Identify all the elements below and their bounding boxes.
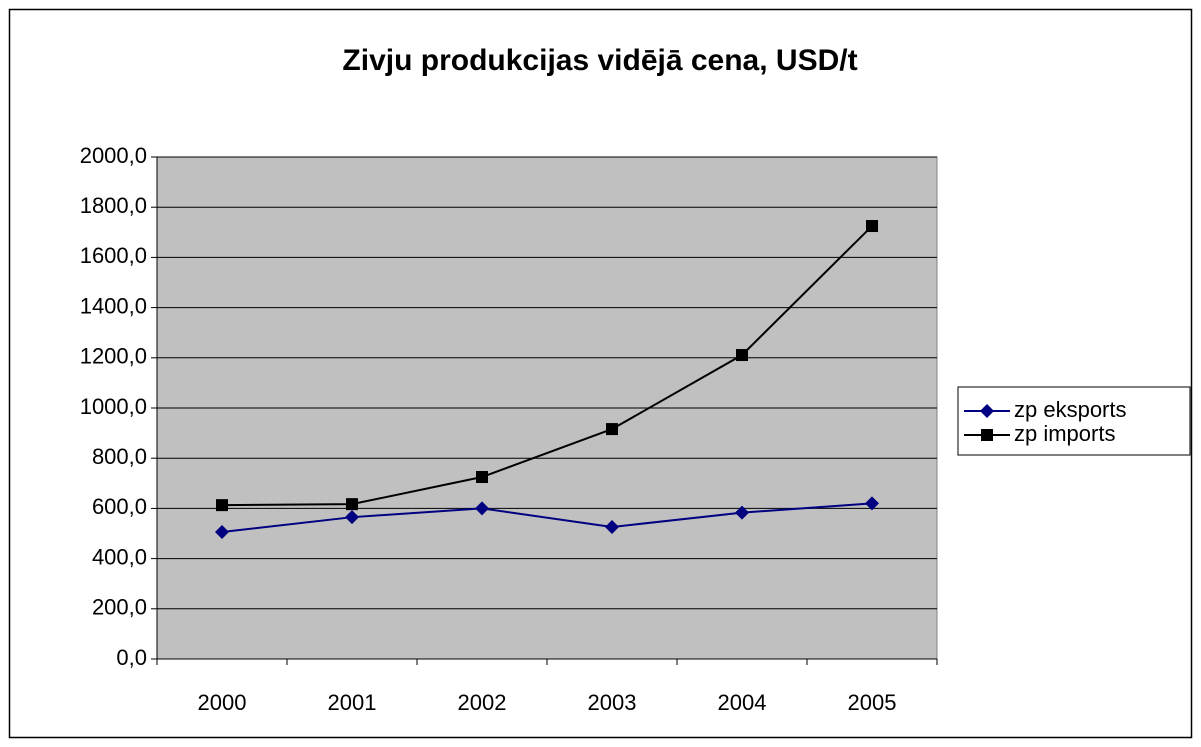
- x-tick-label: 2003: [588, 690, 637, 715]
- marker: [345, 510, 359, 525]
- marker: [981, 429, 993, 441]
- x-tick-label: 2005: [848, 690, 897, 715]
- marker: [476, 471, 488, 484]
- y-tick-label: 1000,0: [80, 394, 147, 419]
- y-tick-label: 2000,0: [80, 143, 147, 168]
- marker: [736, 349, 748, 362]
- legend-label: zp imports: [1014, 421, 1115, 446]
- y-tick-label: 800,0: [92, 444, 147, 469]
- legend-label: zp eksports: [1014, 397, 1127, 422]
- x-tick-label: 2000: [198, 690, 247, 715]
- marker: [216, 499, 228, 512]
- chart-title: Zivju produkcijas vidējā cena, USD/t: [342, 44, 857, 77]
- y-tick-label: 1600,0: [80, 243, 147, 268]
- series-line: [221, 225, 873, 507]
- y-tick-label: 1200,0: [80, 344, 147, 369]
- legend-box: [957, 386, 1191, 456]
- marker: [735, 505, 749, 520]
- marker: [346, 498, 358, 511]
- x-tick-label: 2001: [328, 690, 377, 715]
- marker: [605, 519, 619, 534]
- marker: [475, 501, 489, 516]
- marker: [865, 496, 879, 511]
- y-tick-label: 1400,0: [80, 293, 147, 318]
- marker: [215, 524, 229, 539]
- marker: [866, 220, 878, 233]
- marker: [606, 423, 618, 436]
- y-tick-label: 0,0: [116, 645, 147, 670]
- y-tick-label: 1800,0: [80, 193, 147, 218]
- y-tick-label: 200,0: [92, 595, 147, 620]
- x-tick-label: 2004: [718, 690, 767, 715]
- y-tick-label: 400,0: [92, 544, 147, 569]
- y-tick-label: 600,0: [92, 494, 147, 519]
- marker: [980, 404, 994, 418]
- x-tick-label: 2002: [458, 690, 507, 715]
- series-line: [221, 502, 873, 533]
